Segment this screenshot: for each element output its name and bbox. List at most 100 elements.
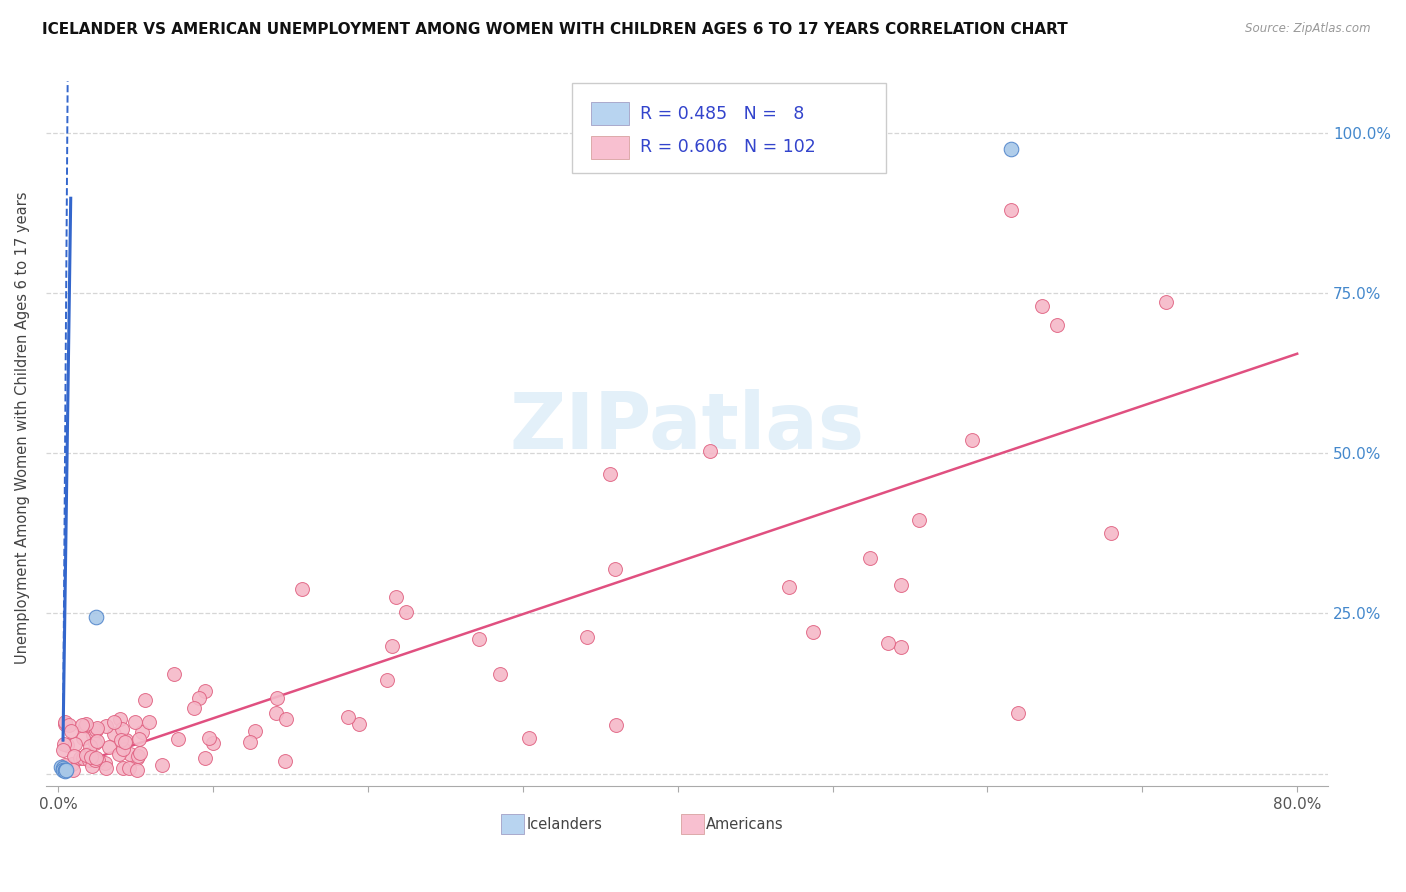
Bar (591, 103, 630, 125)
Point (73, 719, 96, 733)
Point (118, 747, 141, 762)
Point (60, 757, 83, 772)
Point (53, 737, 76, 751)
Point (134, 692, 156, 706)
Point (467, 632, 489, 647)
Point (52, 761, 75, 775)
Point (1099, 526, 1122, 541)
Point (337, 710, 360, 724)
Point (75, 716, 97, 731)
Point (52, 743, 75, 757)
Point (385, 590, 408, 604)
Point (890, 640, 912, 655)
Point (138, 714, 160, 729)
Point (108, 712, 131, 726)
Point (53, 714, 76, 729)
Y-axis label: Unemployment Among Women with Children Ages 6 to 17 years: Unemployment Among Women with Children A… (15, 191, 30, 664)
Point (198, 731, 221, 745)
Point (183, 701, 205, 715)
Point (114, 735, 136, 749)
Text: ZIPatlas: ZIPatlas (509, 390, 865, 466)
Point (118, 761, 141, 775)
Point (79, 754, 101, 768)
Point (55, 717, 77, 731)
Point (1046, 318, 1069, 332)
Text: Source: ZipAtlas.com: Source: ZipAtlas.com (1246, 22, 1371, 36)
Text: R = 0.606   N = 102: R = 0.606 N = 102 (640, 138, 815, 156)
Point (245, 723, 267, 738)
Point (51, 760, 73, 774)
Point (274, 754, 297, 768)
Point (111, 742, 134, 756)
Point (114, 733, 136, 747)
Point (167, 731, 190, 746)
Point (163, 666, 186, 681)
Point (82, 759, 104, 773)
Point (62, 764, 84, 778)
Point (125, 751, 148, 765)
Point (128, 732, 150, 747)
Point (150, 757, 173, 772)
Point (1007, 706, 1029, 720)
Point (960, 434, 983, 448)
Text: R = 0.485   N =   8: R = 0.485 N = 8 (640, 104, 804, 123)
Point (890, 578, 912, 592)
Point (79, 749, 101, 764)
Bar (681, 814, 704, 835)
Point (111, 722, 134, 736)
Point (111, 761, 134, 775)
Point (63, 749, 86, 764)
Point (58, 717, 80, 731)
Text: Americans: Americans (706, 817, 785, 832)
Point (576, 630, 599, 644)
Point (395, 605, 418, 619)
Point (859, 551, 882, 566)
Point (84, 751, 107, 765)
Point (1031, 299, 1053, 313)
Point (55, 764, 77, 778)
Point (56, 738, 79, 752)
Point (188, 691, 211, 706)
Point (103, 714, 125, 729)
Point (98, 740, 121, 755)
Point (1000, 142, 1022, 156)
Point (193, 684, 215, 698)
Point (53, 764, 76, 778)
Point (605, 562, 627, 576)
Point (599, 467, 621, 482)
Bar (501, 814, 524, 835)
Point (103, 727, 125, 741)
Point (347, 717, 370, 731)
Point (53, 758, 76, 772)
Point (605, 718, 627, 732)
Point (264, 706, 287, 720)
Point (69, 750, 91, 764)
Point (52, 764, 75, 778)
Point (908, 513, 931, 527)
Point (128, 749, 150, 764)
Point (239, 735, 262, 749)
Point (76, 747, 98, 761)
Point (110, 732, 132, 747)
Point (699, 444, 721, 458)
Bar (591, 136, 630, 159)
Point (84, 609, 107, 624)
Point (94, 719, 117, 733)
Point (70, 717, 93, 731)
Point (73, 749, 96, 764)
Point (72, 750, 94, 764)
Point (79, 739, 101, 753)
Point (53, 763, 76, 777)
Text: Icelanders: Icelanders (527, 817, 603, 832)
Point (72, 731, 94, 745)
Point (86, 721, 108, 735)
Point (1154, 295, 1177, 310)
Point (801, 625, 824, 640)
Point (488, 666, 510, 681)
Point (82, 729, 104, 743)
Point (276, 712, 298, 726)
Point (84, 736, 107, 750)
Point (778, 580, 800, 594)
Point (194, 750, 217, 764)
Point (266, 691, 288, 706)
